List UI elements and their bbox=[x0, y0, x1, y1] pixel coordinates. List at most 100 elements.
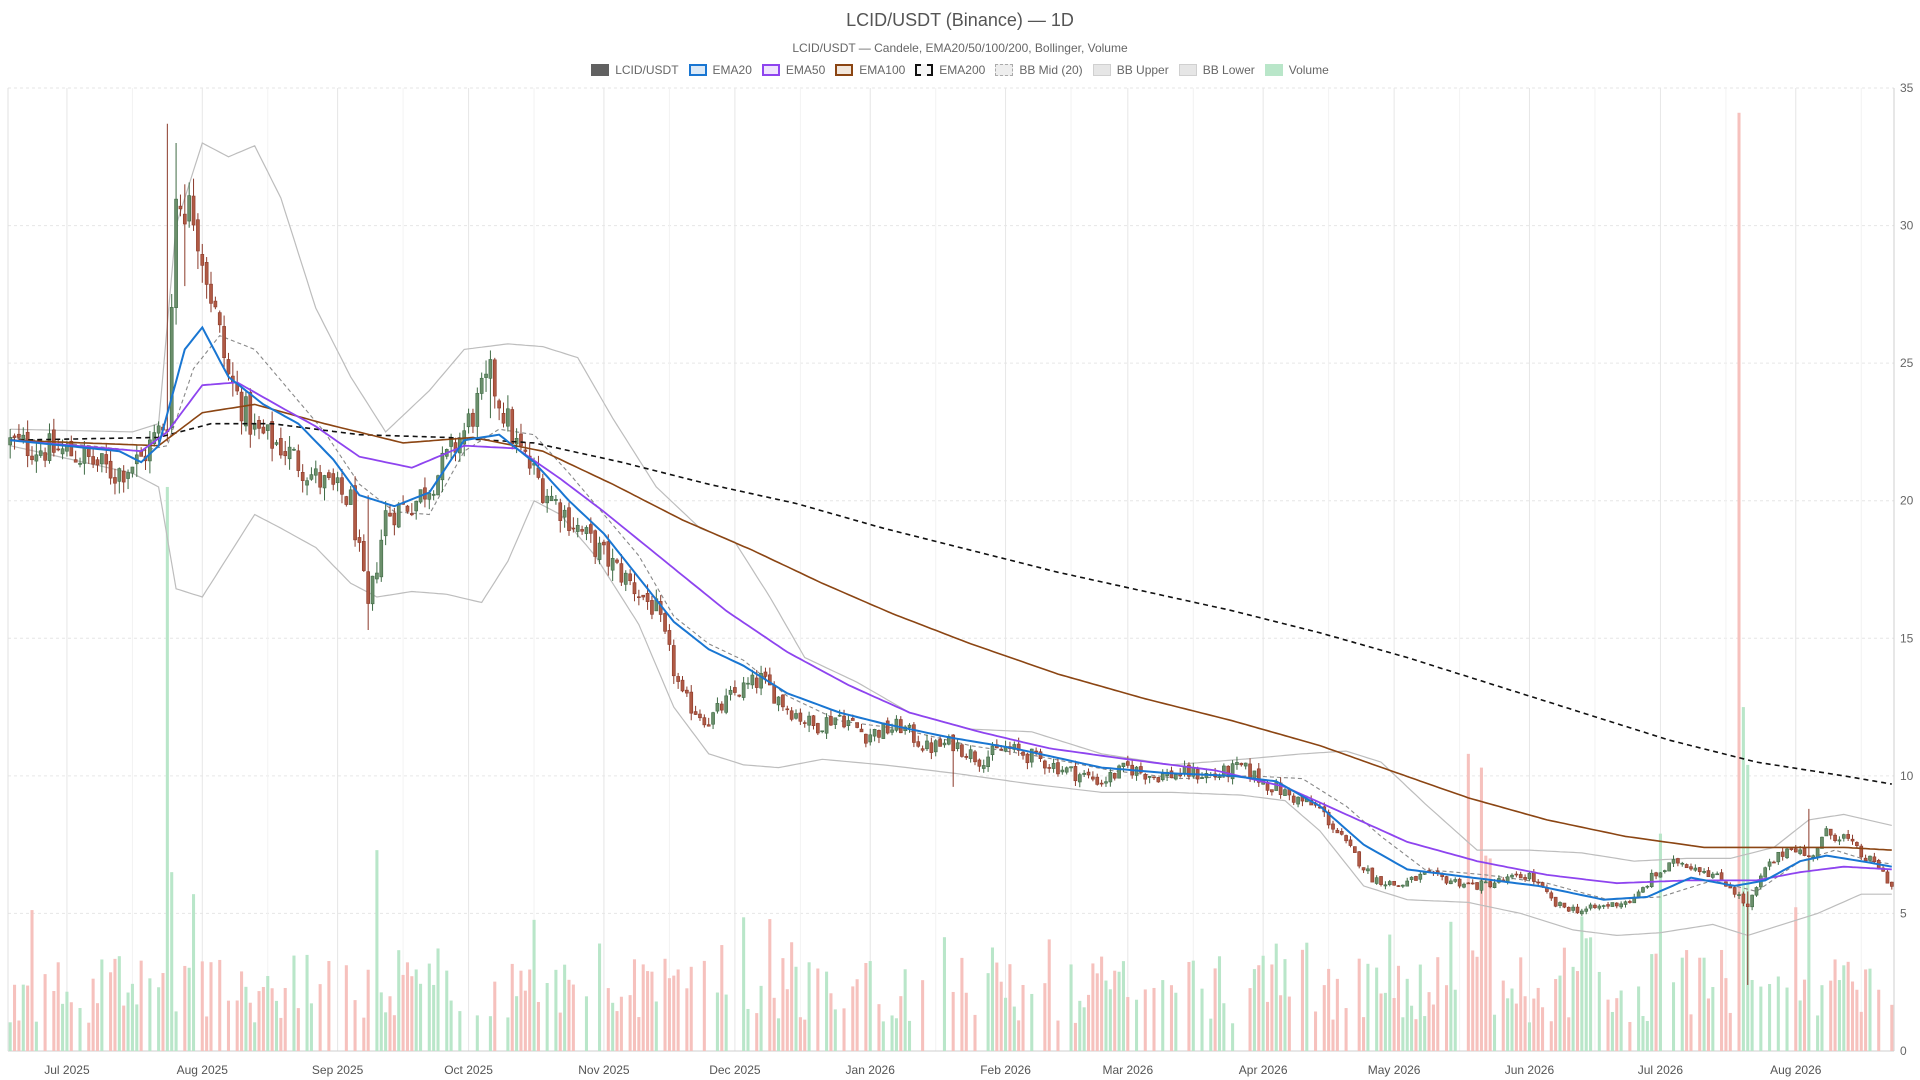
candle-body bbox=[1697, 867, 1702, 873]
candle-body bbox=[1370, 867, 1375, 883]
candle-body bbox=[1693, 867, 1698, 871]
candle-body bbox=[1566, 906, 1571, 912]
volume-bar bbox=[1724, 978, 1728, 1051]
volume-bar bbox=[1423, 1016, 1427, 1051]
candle-body bbox=[1117, 765, 1121, 779]
legend-item[interactable]: LCID/USDT bbox=[591, 63, 679, 77]
volume-bar bbox=[1270, 964, 1274, 1051]
volume-bar bbox=[1283, 959, 1287, 1051]
candle-body bbox=[894, 718, 899, 731]
candle-body bbox=[1715, 873, 1720, 876]
legend-item[interactable]: EMA20 bbox=[688, 63, 752, 77]
volume-bar bbox=[1231, 1023, 1235, 1051]
legend-item[interactable]: EMA200 bbox=[915, 63, 985, 77]
legend-item[interactable]: BB Lower bbox=[1178, 63, 1255, 77]
volume-bar bbox=[536, 1001, 540, 1051]
candle-body bbox=[1662, 870, 1667, 872]
candle-body bbox=[1610, 902, 1615, 907]
legend-item[interactable]: EMA100 bbox=[835, 63, 905, 77]
candle-body bbox=[942, 742, 947, 746]
candle-body bbox=[1353, 846, 1357, 853]
volume-bar bbox=[209, 962, 213, 1051]
volume-bar bbox=[986, 973, 990, 1051]
candle-body bbox=[300, 472, 305, 481]
candles bbox=[8, 123, 1894, 985]
legend-item[interactable]: Volume bbox=[1264, 63, 1329, 77]
candle-body bbox=[1807, 855, 1811, 857]
volume-bar bbox=[1222, 1003, 1226, 1051]
candle-body bbox=[632, 582, 637, 595]
candle-body bbox=[920, 748, 925, 751]
candle-body bbox=[1527, 872, 1532, 880]
candle-body bbox=[1217, 776, 1222, 778]
volume-bar bbox=[1300, 949, 1304, 1051]
candle-body bbox=[209, 283, 213, 304]
volume-bar bbox=[1741, 707, 1745, 1051]
volume-bar bbox=[1261, 955, 1265, 1051]
candle-body bbox=[1200, 777, 1204, 779]
candle-body bbox=[25, 431, 30, 457]
candle-body bbox=[693, 711, 698, 715]
volume-bar bbox=[126, 992, 130, 1051]
candle-body bbox=[1514, 873, 1519, 876]
volume-bar bbox=[1121, 961, 1125, 1051]
volume-bars bbox=[8, 112, 1894, 1051]
volume-bar bbox=[1305, 942, 1309, 1051]
volume-bar bbox=[960, 957, 964, 1051]
candle-body bbox=[357, 537, 362, 543]
candle-body bbox=[1649, 872, 1654, 888]
volume-bar bbox=[964, 992, 968, 1051]
candle-body bbox=[1645, 885, 1650, 888]
candle-body bbox=[370, 575, 375, 605]
volume-bar bbox=[270, 988, 274, 1051]
candle-body bbox=[1597, 905, 1602, 909]
candle-body bbox=[968, 749, 973, 759]
x-tick-label: Oct 2025 bbox=[444, 1063, 493, 1077]
candle-body bbox=[1051, 762, 1056, 769]
candle-body bbox=[318, 472, 322, 488]
candle-body bbox=[1680, 862, 1685, 865]
candle-body bbox=[1837, 839, 1842, 842]
volume-bar bbox=[571, 984, 575, 1051]
volume-bar bbox=[65, 991, 69, 1051]
volume-bar bbox=[528, 969, 532, 1051]
candle-body bbox=[1763, 867, 1768, 878]
legend-item[interactable]: BB Mid (20) bbox=[995, 63, 1083, 77]
candle-body bbox=[1331, 823, 1335, 830]
candle-body bbox=[1108, 772, 1113, 783]
volume-bar bbox=[34, 1021, 38, 1051]
candle-body bbox=[510, 409, 515, 445]
candle-body bbox=[322, 475, 327, 489]
candle-body bbox=[104, 454, 109, 465]
candle-body bbox=[990, 745, 995, 755]
volume-bar bbox=[43, 974, 47, 1051]
volume-bar bbox=[1706, 998, 1710, 1051]
volume-bar bbox=[584, 996, 588, 1051]
volume-bar bbox=[606, 988, 610, 1051]
volume-bar bbox=[405, 962, 409, 1051]
candle-body bbox=[1060, 769, 1065, 773]
volume-bar bbox=[235, 1000, 239, 1051]
candle-body bbox=[492, 359, 497, 397]
candle-body bbox=[366, 571, 371, 604]
volume-bar bbox=[715, 992, 719, 1051]
legend-item[interactable]: EMA50 bbox=[761, 63, 825, 77]
volume-bar bbox=[1864, 969, 1868, 1051]
legend-item[interactable]: BB Upper bbox=[1092, 63, 1169, 77]
volume-bar bbox=[781, 958, 785, 1051]
candle-body bbox=[1047, 767, 1052, 769]
volume-bar bbox=[1017, 1020, 1021, 1051]
candle-body bbox=[17, 433, 21, 438]
candle-body bbox=[47, 433, 52, 461]
candle-body bbox=[121, 470, 126, 483]
volume-bar bbox=[8, 1022, 12, 1051]
candle-body bbox=[671, 645, 676, 677]
candle-body bbox=[881, 722, 886, 739]
candle-body bbox=[1841, 834, 1846, 839]
volume-bar bbox=[1471, 950, 1475, 1051]
candle-body bbox=[1619, 903, 1623, 908]
ema100-line bbox=[10, 403, 1892, 851]
volume-bar bbox=[174, 1011, 178, 1051]
volume-bar bbox=[667, 978, 671, 1051]
